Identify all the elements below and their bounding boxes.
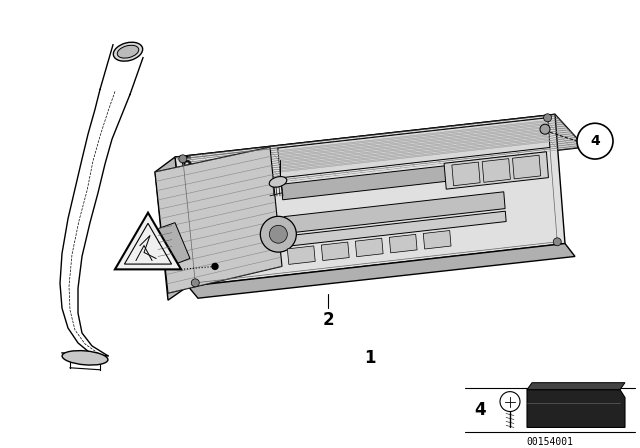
Polygon shape [278, 121, 548, 152]
Circle shape [553, 238, 561, 246]
Polygon shape [278, 118, 550, 178]
Ellipse shape [113, 42, 143, 61]
Text: 1: 1 [364, 349, 376, 367]
Polygon shape [286, 211, 506, 246]
Circle shape [543, 114, 552, 122]
Polygon shape [389, 234, 417, 253]
Polygon shape [279, 132, 549, 164]
Polygon shape [423, 231, 451, 249]
Text: 6: 6 [181, 155, 193, 173]
Polygon shape [355, 238, 383, 257]
Polygon shape [284, 192, 505, 233]
Polygon shape [155, 147, 282, 293]
Polygon shape [279, 129, 548, 161]
Polygon shape [452, 162, 480, 186]
Text: 5: 5 [192, 243, 204, 262]
Circle shape [179, 155, 187, 163]
Circle shape [500, 392, 520, 412]
Text: 4: 4 [590, 134, 600, 148]
Ellipse shape [117, 45, 139, 58]
Polygon shape [155, 157, 188, 300]
Polygon shape [188, 244, 575, 298]
Polygon shape [280, 134, 549, 167]
Polygon shape [527, 383, 625, 390]
Text: 3: 3 [257, 153, 269, 171]
Polygon shape [482, 159, 510, 182]
Polygon shape [513, 155, 541, 179]
Text: 00154001: 00154001 [527, 437, 573, 448]
Polygon shape [175, 114, 585, 191]
Circle shape [577, 123, 613, 159]
Text: 2: 2 [322, 311, 334, 329]
Polygon shape [278, 126, 548, 158]
Polygon shape [321, 242, 349, 261]
Polygon shape [527, 390, 625, 427]
Circle shape [269, 225, 287, 243]
Polygon shape [444, 152, 548, 189]
Polygon shape [281, 159, 502, 200]
Polygon shape [280, 138, 549, 169]
Polygon shape [287, 246, 316, 264]
Circle shape [212, 263, 218, 269]
Circle shape [260, 216, 296, 252]
Ellipse shape [269, 177, 287, 187]
Polygon shape [115, 213, 181, 269]
Ellipse shape [62, 351, 108, 365]
Circle shape [540, 124, 550, 134]
Polygon shape [278, 123, 548, 155]
Circle shape [191, 279, 199, 287]
Polygon shape [158, 223, 190, 265]
Polygon shape [175, 114, 565, 286]
Text: 4: 4 [474, 401, 486, 418]
Polygon shape [280, 140, 550, 172]
